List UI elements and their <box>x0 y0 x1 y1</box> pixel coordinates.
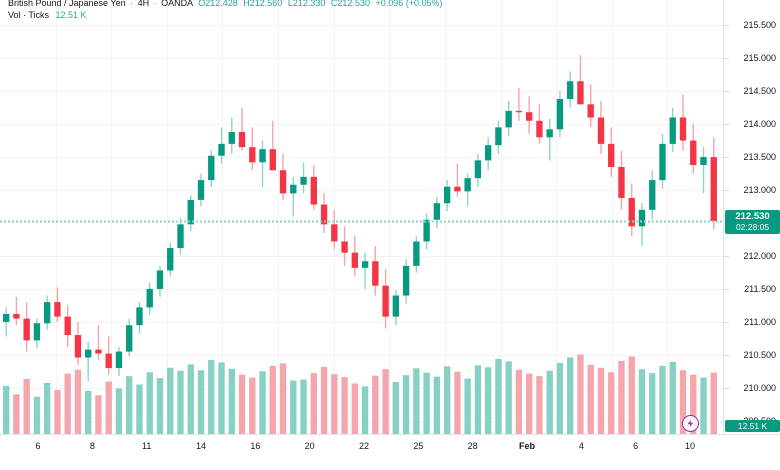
current-price-line <box>0 220 723 223</box>
price-tick-dash <box>724 322 729 323</box>
price-tick-label: 215.000 <box>743 53 776 64</box>
price-tick-dash <box>724 355 729 356</box>
price-tick-dash <box>724 157 729 158</box>
price-tick-dash <box>724 91 729 92</box>
time-tick-label: 6 <box>35 441 41 451</box>
time-tick-label: 14 <box>195 441 207 451</box>
price-tick-label: 210.000 <box>743 382 776 393</box>
price-tick-label: 211.500 <box>744 283 776 294</box>
time-tick-label: 8 <box>89 441 95 451</box>
candlestick-series <box>2 54 717 382</box>
price-tick-label: 210.500 <box>743 349 776 360</box>
volume-value-badge[interactable]: 12.51 K <box>725 420 780 432</box>
price-tick-label: 215.500 <box>743 20 776 31</box>
volume-bars <box>2 354 717 434</box>
price-tick-dash <box>724 289 729 290</box>
current-price-value: 212.530 <box>735 211 770 223</box>
time-tick-label: 6 <box>633 441 639 451</box>
time-tick-label: 11 <box>141 441 152 451</box>
time-tick-label: 28 <box>467 441 478 451</box>
current-price-badge[interactable]: 212.530 02:28:05 <box>725 210 780 235</box>
price-axis[interactable]: 215.500 215.000 214.500 214.000 213.500 213.0… <box>723 0 780 434</box>
time-tick-label: Feb <box>518 441 536 451</box>
price-tick-dash <box>724 25 729 26</box>
time-tick-label: 22 <box>358 441 370 451</box>
time-tick-label: 16 <box>250 441 261 451</box>
price-tick-label: 212.000 <box>743 250 776 261</box>
price-tick-label: 211.000 <box>744 316 776 327</box>
time-tick-label: 4 <box>578 441 584 451</box>
time-tick-label: 20 <box>304 441 315 451</box>
price-tick-dash <box>724 58 729 59</box>
time-tick-label: 25 <box>413 441 424 451</box>
price-tick-dash <box>724 190 729 191</box>
price-tick-dash <box>724 256 729 257</box>
chart-plot-area[interactable] <box>0 0 723 434</box>
price-tick-label: 214.000 <box>743 119 776 130</box>
bar-countdown-timer: 02:28:05 <box>735 222 770 233</box>
price-tick-dash <box>724 124 729 125</box>
price-tick-label: 214.500 <box>743 86 776 97</box>
price-tick-dash <box>724 388 729 389</box>
time-tick-label: 10 <box>684 441 696 451</box>
price-tick-label: 213.000 <box>743 185 776 196</box>
lightning-bolt-icon[interactable] <box>682 415 699 432</box>
price-tick-label: 213.500 <box>743 152 776 163</box>
lightning-bolt-glyph <box>687 419 694 428</box>
time-axis[interactable]: 6 8 11 14 16 20 22 25 28 Feb 4 6 10 <box>0 434 780 470</box>
